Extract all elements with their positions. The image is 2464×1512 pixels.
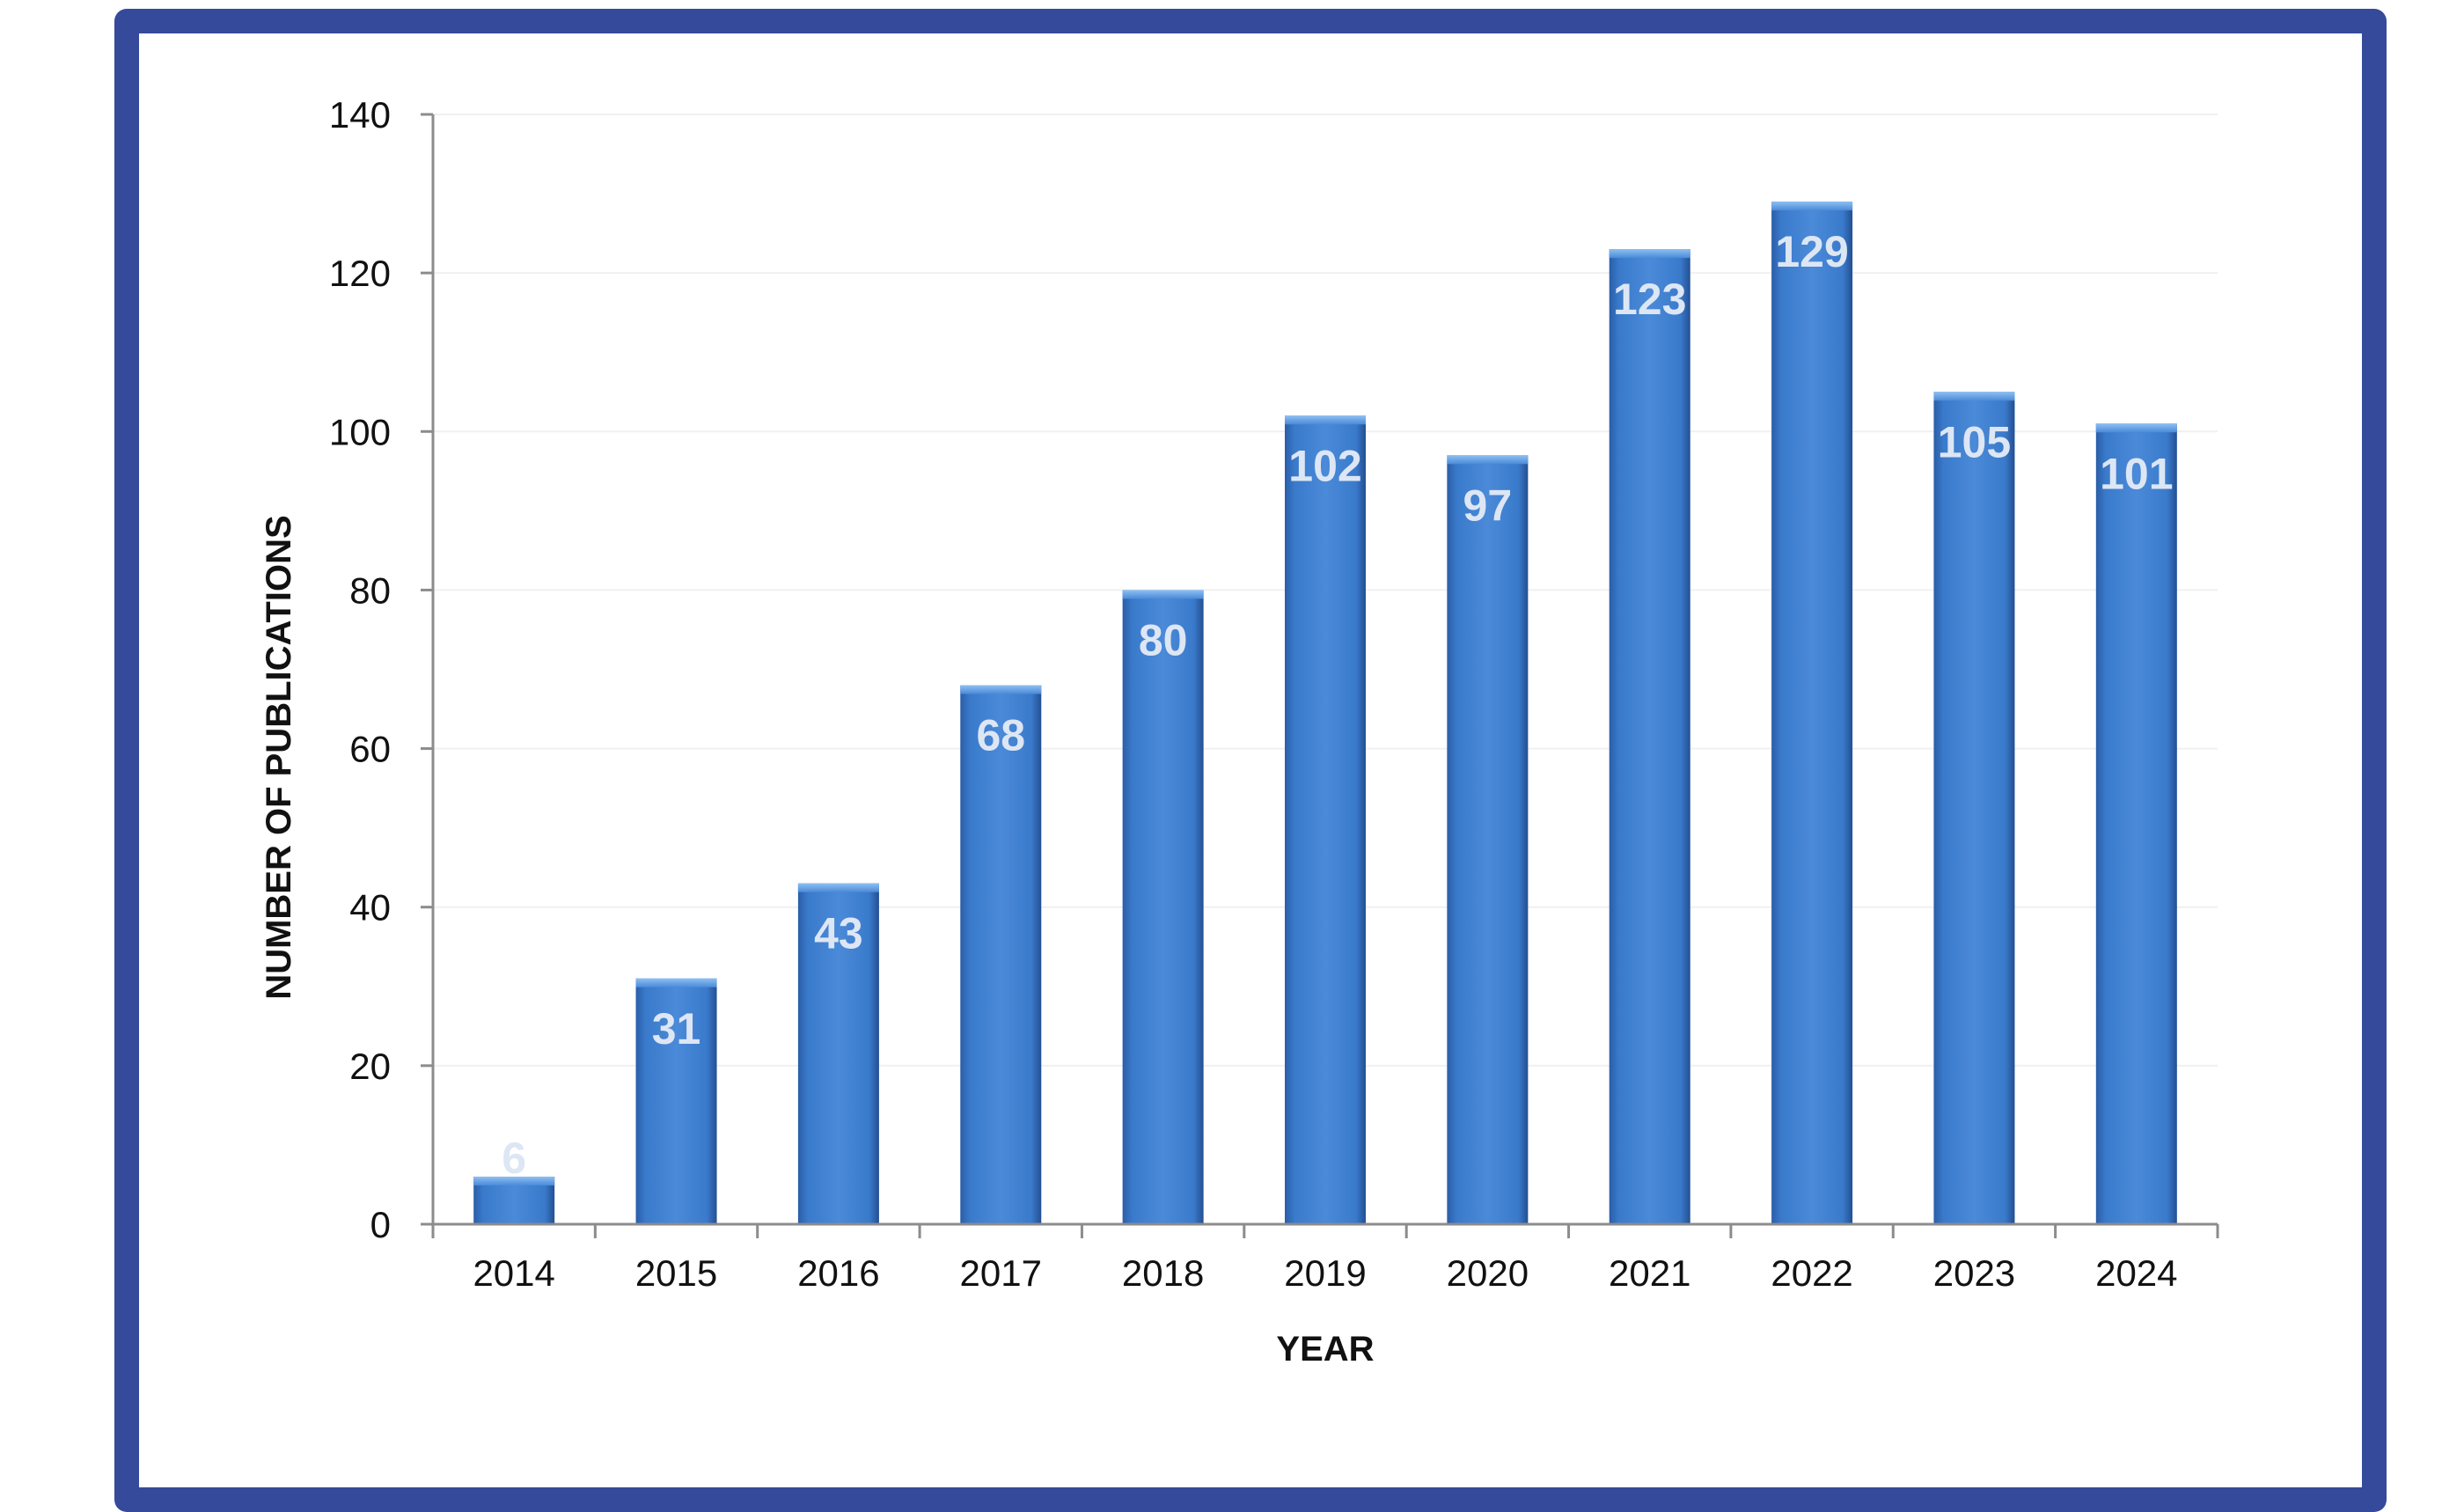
bar-body (635, 978, 717, 1224)
bar-2017 (960, 685, 1042, 1224)
y-tick-label: 20 (349, 1046, 391, 1087)
bar-2021 (1609, 249, 1690, 1224)
data-label: 80 (1139, 615, 1188, 664)
bar-2018 (1122, 590, 1204, 1224)
x-tick-label: 2018 (1122, 1252, 1204, 1294)
y-tick-label: 60 (349, 729, 391, 770)
bar-cap (473, 1176, 555, 1185)
bar-cap (960, 685, 1042, 694)
x-axis-title: YEAR (1276, 1330, 1374, 1369)
bar-2024 (2095, 423, 2177, 1224)
bar-2015 (635, 978, 717, 1224)
bar-body (1609, 249, 1690, 1224)
y-tick-label: 80 (349, 569, 391, 611)
data-label: 129 (1775, 227, 1848, 276)
y-tick-label: 140 (329, 94, 391, 136)
x-tick-labels: 2014 2015 2016 2017 2018 2019 2020 2021 2022 2023… (473, 1252, 2177, 1294)
data-label: 43 (814, 909, 863, 958)
bar-cap (1122, 590, 1204, 599)
x-tick-label: 2020 (1447, 1252, 1529, 1294)
data-labels: 6 31 43 68 80 102 97 123 129 105 101 (502, 227, 2173, 1183)
bar-cap (797, 883, 879, 892)
data-label: 101 (2100, 449, 2173, 498)
data-label: 102 (1288, 441, 1361, 490)
x-tick-label: 2024 (2095, 1252, 2177, 1294)
bar-cap (1771, 202, 1853, 211)
axes (421, 113, 2219, 1238)
data-label: 105 (1938, 417, 2011, 466)
bar-cap (2095, 423, 2177, 433)
bar-cap (1447, 455, 1529, 465)
bar-body (960, 685, 1042, 1224)
bar-2022 (1771, 202, 1853, 1224)
bar-2014 (473, 1176, 555, 1224)
bar-cap (1285, 415, 1366, 425)
bar-2020 (1447, 455, 1529, 1224)
bar-body (2095, 423, 2177, 1224)
x-tick-label: 2016 (797, 1252, 879, 1294)
x-tick-label: 2015 (635, 1252, 717, 1294)
data-label: 6 (502, 1134, 526, 1183)
y-tick-labels: 0 20 40 60 80 100 120 140 (329, 94, 391, 1245)
bar-body (797, 883, 879, 1224)
x-tick-label: 2021 (1609, 1252, 1690, 1294)
y-tick-label: 100 (329, 411, 391, 452)
y-axis-title: NUMBER OF PUBLICATIONS (260, 515, 298, 999)
bar-body (1285, 415, 1366, 1224)
data-label: 31 (652, 1004, 701, 1053)
bar-body (1447, 455, 1529, 1224)
bar-body (1122, 590, 1204, 1224)
y-tick-label: 0 (370, 1204, 391, 1245)
bar-body (1771, 202, 1853, 1224)
bar-cap (1609, 249, 1690, 259)
bar-2016 (797, 883, 879, 1224)
x-tick-label: 2023 (1933, 1252, 2015, 1294)
x-tick-label: 2019 (1284, 1252, 1366, 1294)
bar-2019 (1285, 415, 1366, 1224)
bars (473, 202, 2177, 1224)
x-tick-label: 2014 (473, 1252, 554, 1294)
data-label: 123 (1613, 275, 1686, 324)
bar-cap (635, 978, 717, 987)
y-tick-label: 40 (349, 887, 391, 928)
data-label: 97 (1463, 481, 1513, 530)
data-label: 68 (976, 711, 1025, 760)
bar-cap (1933, 392, 2015, 401)
bar-2023 (1933, 392, 2015, 1224)
x-tick-label: 2017 (960, 1252, 1042, 1294)
y-tick-label: 120 (329, 253, 391, 294)
bar-body (1933, 392, 2015, 1224)
x-tick-label: 2022 (1771, 1252, 1852, 1294)
